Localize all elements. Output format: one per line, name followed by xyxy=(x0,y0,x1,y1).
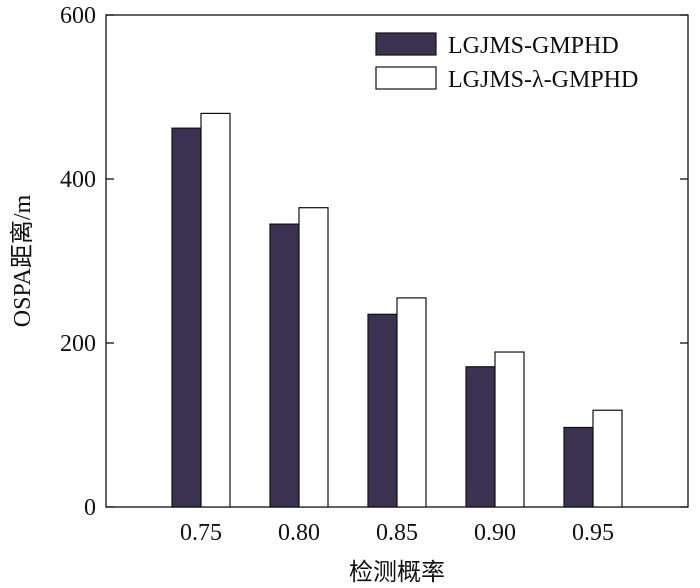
bar-series-1 xyxy=(269,223,300,508)
y-tick-label: 400 xyxy=(60,167,96,193)
x-tick-label: 0.80 xyxy=(278,520,320,546)
bars xyxy=(171,112,623,508)
y-tick-label: 0 xyxy=(84,495,96,521)
legend-label: LGJMS-GMPHD xyxy=(448,33,619,59)
x-axis: 0.75 0.80 0.85 0.90 0.95 xyxy=(180,520,614,546)
x-tick-label: 0.95 xyxy=(572,520,614,546)
y-tick-label: 200 xyxy=(60,331,96,357)
bar-series-2 xyxy=(200,112,231,508)
bar-series-1 xyxy=(171,127,202,508)
bar-series-2 xyxy=(494,351,525,508)
legend-label: LGJMS-λ-GMPHD xyxy=(448,67,638,93)
x-axis-label: 检测概率 xyxy=(349,559,445,586)
bar-series-2 xyxy=(298,207,329,508)
legend-swatch xyxy=(375,66,437,90)
legend: LGJMS-GMPHD LGJMS-λ-GMPHD xyxy=(375,32,638,93)
bar-series-1 xyxy=(563,426,594,508)
y-axis: 0 200 400 600 xyxy=(60,3,688,521)
x-tick-label: 0.85 xyxy=(376,520,418,546)
y-tick-label: 600 xyxy=(60,3,96,29)
bar-series-2 xyxy=(396,297,427,508)
x-tick-label: 0.75 xyxy=(180,520,222,546)
bar-series-2 xyxy=(592,409,623,508)
x-tick-label: 0.90 xyxy=(474,520,516,546)
bar-series-1 xyxy=(367,313,398,508)
bar-series-1 xyxy=(465,366,496,508)
y-axis-label: OSPA距离/m xyxy=(9,194,36,327)
legend-swatch xyxy=(375,32,437,56)
